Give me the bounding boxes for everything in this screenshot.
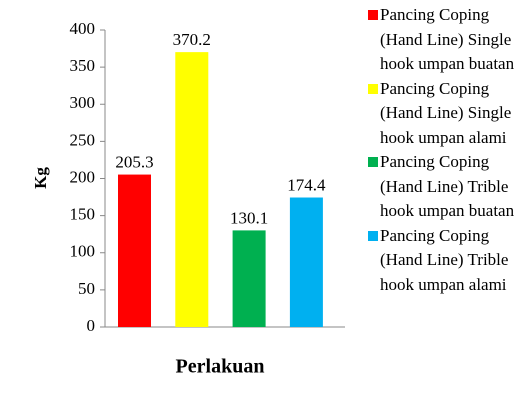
legend-swatch: [368, 157, 378, 167]
data-label: 205.3: [115, 152, 153, 171]
bar: [175, 52, 209, 328]
y-tick-label: 150: [70, 205, 96, 224]
legend-entry: Pancing Coping (Hand Line) Trible hook u…: [366, 150, 516, 224]
legend-entry: Pancing Coping (Hand Line) Single hook u…: [366, 3, 516, 77]
data-label: 370.2: [173, 30, 211, 49]
y-axis-label: Kg: [31, 167, 50, 189]
legend-label: Pancing Coping (Hand Line) Single hook u…: [380, 5, 515, 73]
y-tick-label: 250: [70, 130, 96, 149]
legend-entry: Pancing Coping (Hand Line) Single hook u…: [366, 77, 516, 151]
legend-label: Pancing Coping (Hand Line) Trible hook u…: [380, 152, 515, 220]
legend-swatch: [368, 10, 378, 20]
y-tick-label: 400: [70, 19, 96, 38]
legend-swatch: [368, 83, 378, 94]
legend: Pancing Coping (Hand Line) Single hook u…: [366, 3, 516, 297]
legend-label: Pancing Coping (Hand Line) Trible hook u…: [380, 225, 509, 294]
bar: [232, 230, 266, 327]
y-tick-label: 350: [70, 56, 96, 75]
x-axis-label: Perlakuan: [176, 356, 265, 378]
bar: [118, 174, 151, 327]
data-label: 130.1: [230, 208, 268, 227]
data-label: 174.4: [287, 175, 326, 194]
y-tick-label: 200: [70, 167, 96, 186]
legend-swatch: [368, 230, 378, 241]
y-tick-label: 300: [70, 93, 96, 112]
y-tick-label: 50: [78, 279, 95, 298]
legend-label: Pancing Coping (Hand Line) Single hook u…: [380, 78, 512, 147]
legend-entry: Pancing Coping (Hand Line) Trible hook u…: [366, 224, 516, 298]
y-tick-label: 0: [87, 316, 96, 335]
y-tick-label: 100: [70, 242, 96, 261]
bar: [289, 197, 323, 327]
